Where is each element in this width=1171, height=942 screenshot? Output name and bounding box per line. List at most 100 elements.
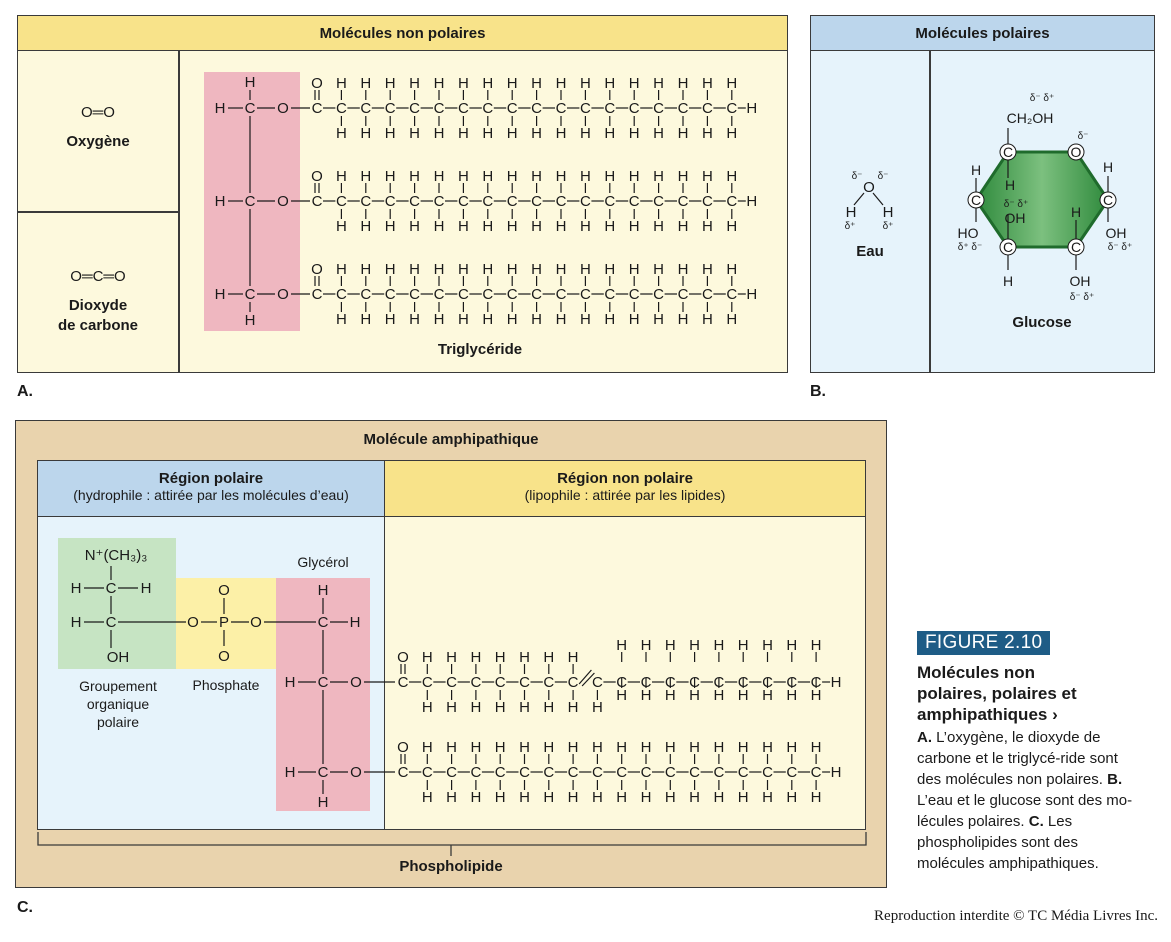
- svg-text:H: H: [470, 739, 481, 756]
- panel-b-letter: B.: [810, 383, 826, 400]
- glucose-ch2oh: CH₂OH: [1007, 110, 1054, 126]
- svg-text:C: C: [568, 764, 579, 781]
- panel-a-letter: A.: [17, 383, 33, 400]
- choline-highlight: [58, 538, 176, 669]
- svg-text:C: C: [738, 764, 749, 781]
- svg-text:H: H: [470, 789, 481, 806]
- svg-text:H: H: [409, 75, 420, 92]
- svg-text:H: H: [629, 218, 640, 235]
- svg-text:H: H: [556, 125, 567, 142]
- svg-text:C: C: [470, 764, 481, 781]
- panel-a: [17, 15, 788, 373]
- svg-text:H: H: [629, 311, 640, 328]
- svg-text:C: C: [604, 286, 615, 303]
- caption-title: Molécules non polaires, polaires et amph…: [917, 662, 1135, 725]
- svg-text:H: H: [678, 75, 689, 92]
- caption-body: A. L’oxygène, le dioxyde de carbone et l…: [917, 727, 1135, 874]
- svg-text:H: H: [568, 699, 579, 716]
- svg-text:H: H: [1003, 273, 1013, 289]
- svg-text:H: H: [458, 125, 469, 142]
- svg-text:C: C: [519, 674, 530, 691]
- svg-text:C: C: [678, 100, 689, 117]
- svg-text:C: C: [482, 286, 493, 303]
- svg-text:H: H: [422, 739, 433, 756]
- svg-text:OH: OH: [1070, 273, 1091, 289]
- svg-text:H: H: [482, 168, 493, 185]
- svg-text:O: O: [218, 582, 230, 599]
- svg-text:H: H: [568, 649, 579, 666]
- svg-text:H: H: [385, 218, 396, 235]
- svg-text:H: H: [531, 75, 542, 92]
- svg-text:H: H: [883, 204, 894, 221]
- co2-label-line2: de carbone: [57, 317, 139, 334]
- svg-text:H: H: [762, 739, 773, 756]
- svg-text:δ⁺: δ⁺: [845, 221, 856, 232]
- svg-text:H: H: [409, 168, 420, 185]
- svg-text:C: C: [409, 286, 420, 303]
- svg-text:P: P: [219, 614, 229, 631]
- svg-text:H: H: [713, 637, 724, 654]
- svg-text:C: C: [713, 764, 724, 781]
- svg-text:H: H: [846, 204, 857, 221]
- figure-badge: FIGURE 2.10: [917, 631, 1051, 655]
- svg-text:C: C: [318, 674, 329, 691]
- svg-text:H: H: [360, 261, 371, 278]
- svg-text:H: H: [495, 789, 506, 806]
- svg-text:H: H: [336, 125, 347, 142]
- svg-text:C: C: [678, 193, 689, 210]
- svg-text:H: H: [336, 311, 347, 328]
- svg-text:H: H: [713, 739, 724, 756]
- svg-text:C: C: [434, 193, 445, 210]
- svg-text:C: C: [336, 193, 347, 210]
- svg-text:H: H: [604, 311, 615, 328]
- svg-text:δ⁻: δ⁻: [852, 171, 863, 182]
- svg-text:C: C: [629, 286, 640, 303]
- svg-text:C: C: [616, 674, 627, 691]
- svg-text:C: C: [360, 286, 371, 303]
- svg-text:H: H: [336, 261, 347, 278]
- svg-text:H: H: [762, 789, 773, 806]
- caption-c-label: C.: [1024, 813, 1044, 830]
- svg-text:HO: HO: [958, 225, 979, 241]
- svg-text:H: H: [702, 75, 713, 92]
- svg-text:H: H: [71, 614, 82, 631]
- svg-text:C: C: [762, 674, 773, 691]
- svg-text:H: H: [641, 739, 652, 756]
- co2-formula: O═C═O: [70, 268, 126, 285]
- svg-text:H: H: [641, 637, 652, 654]
- svg-text:C: C: [726, 286, 737, 303]
- svg-text:C: C: [312, 100, 323, 117]
- svg-text:H: H: [653, 261, 664, 278]
- svg-text:H: H: [629, 125, 640, 142]
- svg-text:C: C: [434, 100, 445, 117]
- svg-text:H: H: [215, 100, 226, 117]
- svg-text:H: H: [653, 168, 664, 185]
- svg-text:H: H: [580, 168, 591, 185]
- nonpolar-region-header: Région non polaire (lipophile : attirée …: [385, 461, 865, 517]
- svg-text:C: C: [1071, 239, 1081, 255]
- triglyceride-structure: H C O COCHHCHHCHHCHHCHHCHHCHHCHHCHHCHHCHHCH…: [204, 72, 757, 331]
- caption-title-line1: Molécules non: [917, 663, 1036, 682]
- svg-text:H: H: [531, 125, 542, 142]
- svg-text:H: H: [629, 168, 640, 185]
- svg-text:C: C: [106, 580, 117, 597]
- svg-text:H: H: [580, 261, 591, 278]
- svg-text:C: C: [360, 193, 371, 210]
- svg-text:O: O: [187, 614, 199, 631]
- caption-b-text: L’eau et le glucose sont des mo-lécules …: [917, 792, 1133, 830]
- svg-text:C: C: [507, 286, 518, 303]
- svg-text:H: H: [746, 100, 757, 117]
- svg-text:H: H: [653, 311, 664, 328]
- svg-text:H: H: [678, 218, 689, 235]
- svg-text:C: C: [531, 100, 542, 117]
- svg-text:H: H: [665, 637, 676, 654]
- svg-text:C: C: [811, 764, 822, 781]
- svg-text:H: H: [409, 218, 420, 235]
- svg-text:H: H: [215, 193, 226, 210]
- svg-text:H: H: [616, 637, 627, 654]
- svg-text:H: H: [434, 75, 445, 92]
- svg-text:C: C: [318, 614, 329, 631]
- svg-text:C: C: [1003, 239, 1013, 255]
- svg-text:H: H: [360, 125, 371, 142]
- nonpolar-subtitle: (lipophile : attirée par les lipides): [524, 487, 726, 503]
